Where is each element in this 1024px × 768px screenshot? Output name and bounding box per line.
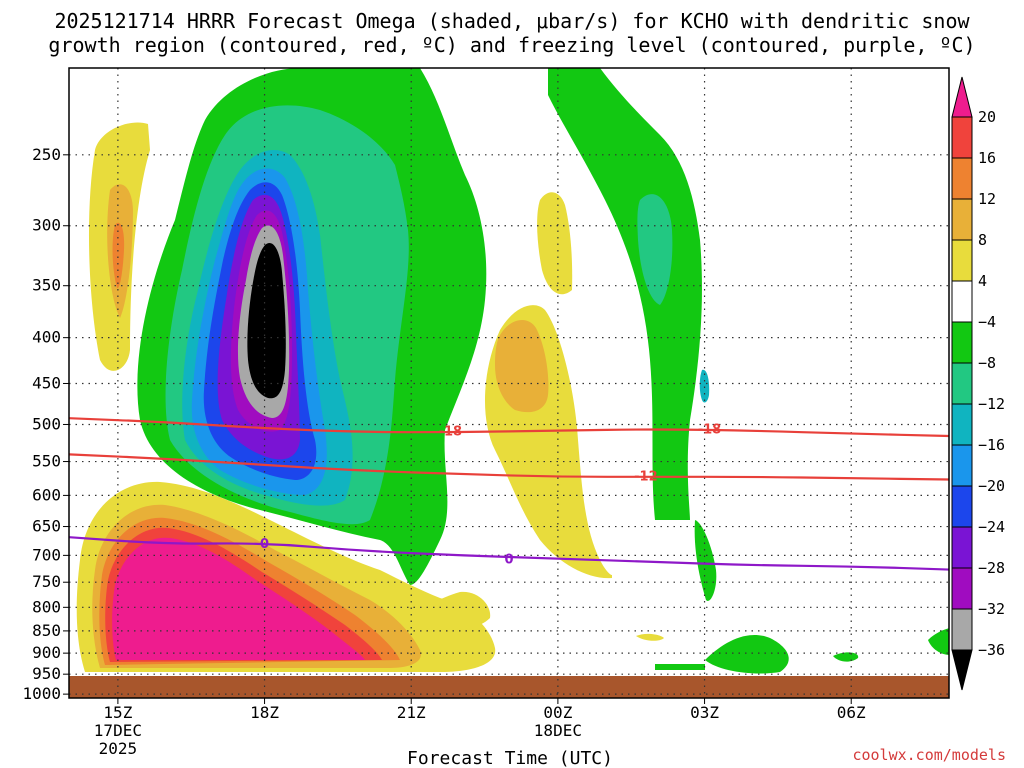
omega-area-12 (112, 222, 125, 289)
colorbar-bin (951, 567, 973, 610)
x-tick-label: 06Z (837, 703, 866, 722)
x-tick-label: 03Z (690, 703, 719, 722)
plot-area: -18 -18 -12 0 0 (69, 68, 949, 698)
colorbar: 20 16 12 8 4 −4 −8 −12 −16 −20 −24 −28 −32 −36 (951, 76, 1005, 691)
x-tick-date: 17DEC (94, 721, 142, 740)
omega-area-8-b (495, 319, 549, 413)
colorbar-label: −24 (978, 518, 1005, 536)
colorbar-label: −28 (978, 559, 1005, 577)
y-tick-label: 500 (32, 414, 61, 433)
contour-label: 0 (504, 553, 513, 568)
colorbar-bin (951, 608, 973, 651)
x-tick-year: 2025 (99, 739, 138, 758)
colorbar-label: 4 (978, 272, 987, 290)
y-tick-label: 650 (32, 517, 61, 536)
colorbar-label: −16 (978, 436, 1005, 454)
colorbar-label: −12 (978, 395, 1005, 413)
x-tick-label: 15Z (103, 703, 132, 722)
omega-area-neg4-d (705, 635, 789, 674)
y-tick-label: 550 (32, 452, 61, 471)
omega-area-4-c (537, 192, 573, 295)
y-tick-label: 850 (32, 621, 61, 640)
colorbar-bin (951, 526, 973, 569)
colorbar-bin (951, 321, 973, 364)
omega-area-20 (112, 537, 365, 660)
contour-label: -12 (634, 469, 658, 484)
y-tick-label: 400 (32, 328, 61, 347)
colorbar-bin (951, 198, 973, 241)
y-tick-label: 900 (32, 643, 61, 662)
y-tick-label: 750 (32, 572, 61, 591)
y-tick-label: 950 (32, 664, 61, 683)
contour-label: -18 (439, 425, 463, 440)
colorbar-top-triangle (951, 76, 973, 118)
contour-label: -18 (698, 422, 722, 437)
colorbar-bin (951, 157, 973, 200)
y-axis: 250 300 350 400 450 500 550 600 650 700 750 800 850 9… (22, 145, 69, 703)
colorbar-label: 12 (978, 190, 996, 208)
omega-area-neg12-b (699, 369, 710, 403)
colorbar-label: −8 (978, 354, 996, 372)
colorbar-bin (951, 239, 973, 282)
omega-area-neg36 (247, 243, 286, 399)
contour-line--18 (69, 417, 949, 438)
ground-surface (69, 676, 949, 698)
omega-area-neg4-c (694, 520, 717, 601)
colorbar-bin (951, 116, 973, 159)
colorbar-bin (951, 362, 973, 405)
y-tick-label: 700 (32, 545, 61, 564)
omega-area-neg8-b (637, 194, 673, 305)
colorbar-label: −4 (978, 313, 996, 331)
contour-line-0 (69, 536, 949, 571)
y-tick-label: 1000 (22, 684, 61, 703)
omega-area-neg4-e (655, 664, 705, 670)
colorbar-bottom-triangle (951, 649, 973, 691)
colorbar-label: 20 (978, 108, 996, 126)
colorbar-label: 16 (978, 149, 996, 167)
colorbar-label: −36 (978, 641, 1005, 659)
grid-lines (69, 68, 949, 698)
y-tick-label: 300 (32, 216, 61, 235)
colorbar-label: −32 (978, 600, 1005, 618)
chart-title-line1: 2025121714 HRRR Forecast Omega (shaded, … (54, 9, 970, 33)
omega-area-neg4-g (928, 628, 949, 655)
omega-shading (76, 68, 949, 674)
x-tick-label: 21Z (397, 703, 426, 722)
contour-label: 0 (260, 537, 269, 552)
y-tick-label: 250 (32, 145, 61, 164)
colorbar-bin (951, 444, 973, 487)
y-tick-label: 600 (32, 485, 61, 504)
y-tick-label: 450 (32, 373, 61, 392)
colorbar-label: −20 (978, 477, 1005, 495)
contour-lines: -18 -18 -12 0 0 (69, 417, 949, 571)
omega-area-4-f (410, 591, 491, 632)
chart-title-line2: growth region (contoured, red, ºC) and f… (48, 33, 975, 57)
y-tick-label: 800 (32, 597, 61, 616)
contour-line--12 (69, 453, 949, 481)
colorbar-bin (951, 403, 973, 446)
omega-area-neg4-b (548, 68, 702, 520)
omega-area-neg4-f (833, 652, 859, 662)
omega-area-4-d (636, 633, 664, 641)
x-tick-date: 18DEC (534, 721, 582, 740)
x-tick-label: 18Z (250, 703, 279, 722)
x-tick-label: 00Z (543, 703, 572, 722)
credit-text: coolwx.com/models (852, 746, 1006, 764)
y-tick-label: 350 (32, 276, 61, 295)
colorbar-bin (951, 280, 973, 323)
x-axis-label: Forecast Time (UTC) (407, 748, 613, 768)
colorbar-bin (951, 485, 973, 528)
colorbar-label: 8 (978, 231, 987, 249)
